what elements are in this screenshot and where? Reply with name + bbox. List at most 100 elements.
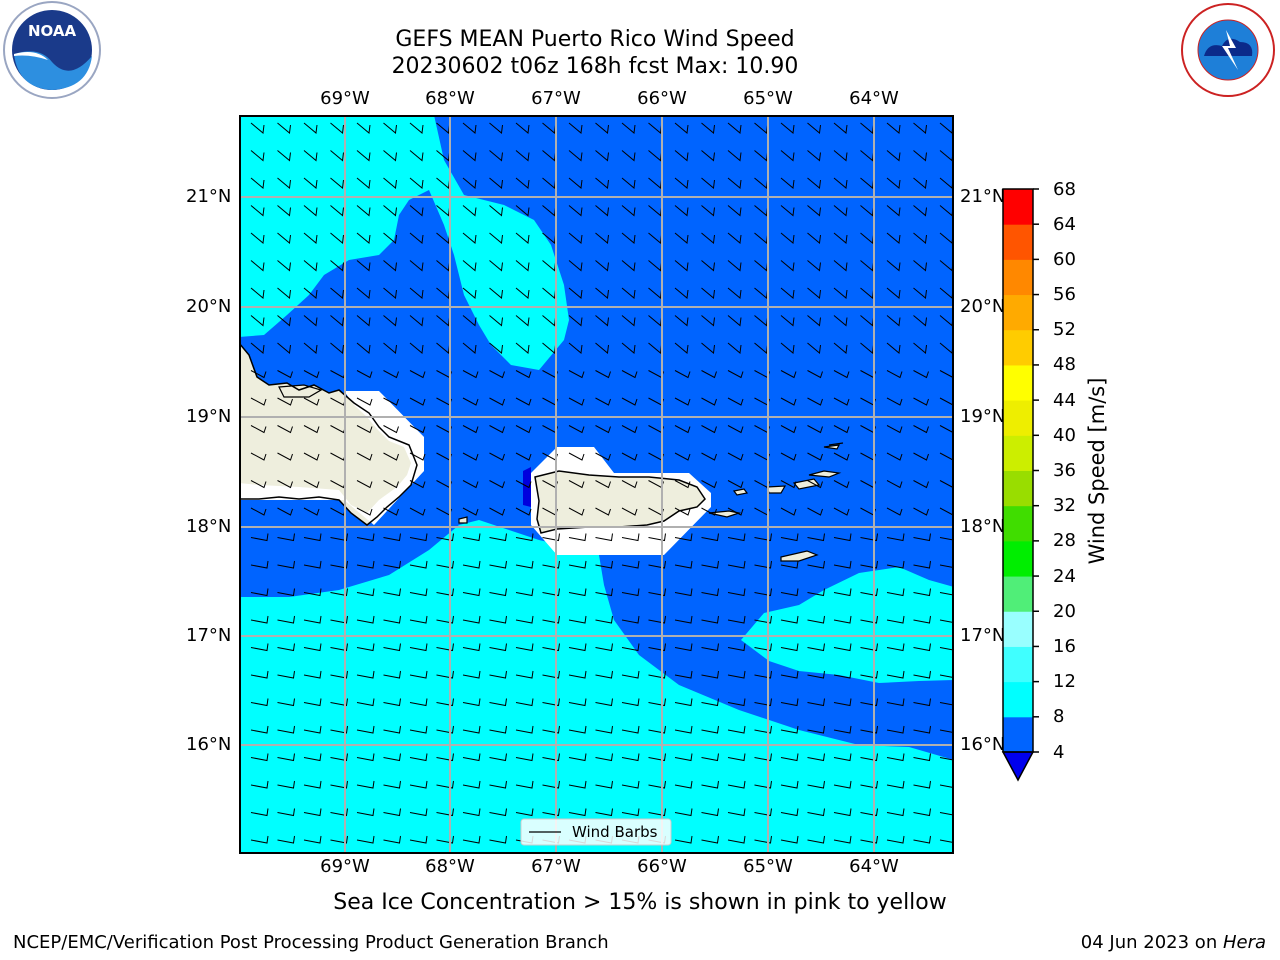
wind-barb [674, 780, 693, 789]
wind-barb [515, 287, 530, 299]
wind-barb [860, 753, 878, 762]
wind-barb [356, 260, 371, 272]
wind-barb [356, 533, 375, 542]
wind-barb [913, 560, 931, 569]
map-gridlines [239, 115, 954, 854]
colorbar-box [1003, 189, 1033, 225]
wind-barb [462, 370, 479, 379]
wind-barb [383, 425, 399, 434]
wind-barb [436, 753, 454, 762]
wind-barb [621, 315, 636, 327]
wind-barb [568, 560, 587, 569]
wind-barb [780, 425, 797, 434]
wind-barb [807, 753, 825, 762]
wind-barb [701, 725, 719, 734]
wind-barb [409, 205, 424, 217]
wind-barb [833, 753, 852, 762]
wind-barb [568, 670, 587, 679]
lon-label-top: 69°W [320, 88, 370, 109]
wind-barb [621, 725, 640, 734]
wind-barb [277, 725, 295, 734]
wind-barb [409, 588, 428, 597]
wind-barb [515, 150, 530, 162]
wind-barb [250, 560, 269, 569]
wind-barb [674, 205, 689, 217]
wind-barb [330, 150, 344, 162]
wind-barb [436, 615, 454, 624]
wind-barb [886, 315, 901, 327]
noaa-logo: NOAA [3, 1, 101, 99]
wind-barb [674, 670, 693, 679]
wind-barb [436, 670, 454, 679]
wind-barb [330, 753, 348, 762]
wind-barb [383, 232, 397, 244]
wind-barb [489, 480, 505, 489]
wind-barb [356, 507, 373, 516]
wind-barb [807, 177, 821, 189]
wind-barb [250, 533, 269, 542]
wind-barb [568, 342, 583, 354]
wind-barb [356, 122, 371, 134]
wind-barb [356, 150, 371, 162]
wind-barb [913, 260, 927, 272]
wind-barb [250, 808, 269, 817]
wind-barb [330, 177, 344, 189]
speed-band-below-4 [523, 467, 531, 507]
wind-barb [489, 260, 503, 272]
footer-host: Hera [1222, 932, 1266, 953]
wind-barb [886, 725, 905, 734]
wind-barb [913, 835, 931, 844]
legend-label: Wind Barbs [572, 823, 658, 841]
wind-barb [515, 808, 534, 817]
wind-barb [807, 560, 825, 569]
wind-barb [303, 370, 320, 379]
wind-barb [489, 780, 507, 789]
wind-barb [462, 177, 477, 189]
wind-barb [462, 588, 481, 597]
wind-barb [330, 560, 348, 569]
wind-barb [780, 370, 797, 379]
wind-barb [939, 674, 954, 679]
wind-barb [913, 397, 929, 406]
wind-barb [780, 507, 797, 516]
wind-barb [330, 122, 344, 134]
wind-barb [330, 588, 348, 597]
wind-barb [277, 370, 293, 379]
wind-barb [568, 643, 587, 652]
wind-barb [409, 177, 424, 189]
wind-barb [886, 615, 905, 624]
wind-barb [595, 615, 613, 624]
wind-barb [250, 507, 267, 516]
wind-barb [939, 839, 954, 844]
colorbar-tick-label: 4 [1053, 742, 1065, 763]
wind-barb [913, 452, 929, 461]
wind-barb [621, 533, 640, 542]
wind-barb [542, 698, 560, 707]
wind-barb [250, 588, 269, 597]
wind-barb [886, 698, 905, 707]
tortuga-island [279, 385, 321, 397]
wind-barb [833, 560, 852, 569]
wind-barb [462, 780, 481, 789]
wind-barb [833, 425, 850, 434]
wind-barb [674, 698, 693, 707]
wind-barb [489, 122, 503, 134]
wind-barb [913, 643, 931, 652]
wind-barb [409, 260, 424, 272]
wind-barb [939, 729, 954, 734]
colorbar-box [1003, 716, 1033, 753]
wind-barb [674, 643, 693, 652]
wind-barb [807, 425, 823, 434]
wind-barb [542, 588, 560, 597]
colorbar-box [1003, 224, 1033, 260]
colorbar-box [1003, 470, 1033, 507]
wind-barb [277, 808, 295, 817]
wind-barb [277, 452, 293, 461]
wind-barb [303, 588, 322, 597]
wind-barb [542, 560, 560, 569]
wind-barb [886, 232, 901, 244]
wind-barb [807, 205, 821, 217]
wind-barb [462, 205, 477, 217]
wind-barb [330, 808, 348, 817]
wind-barb [807, 480, 823, 489]
